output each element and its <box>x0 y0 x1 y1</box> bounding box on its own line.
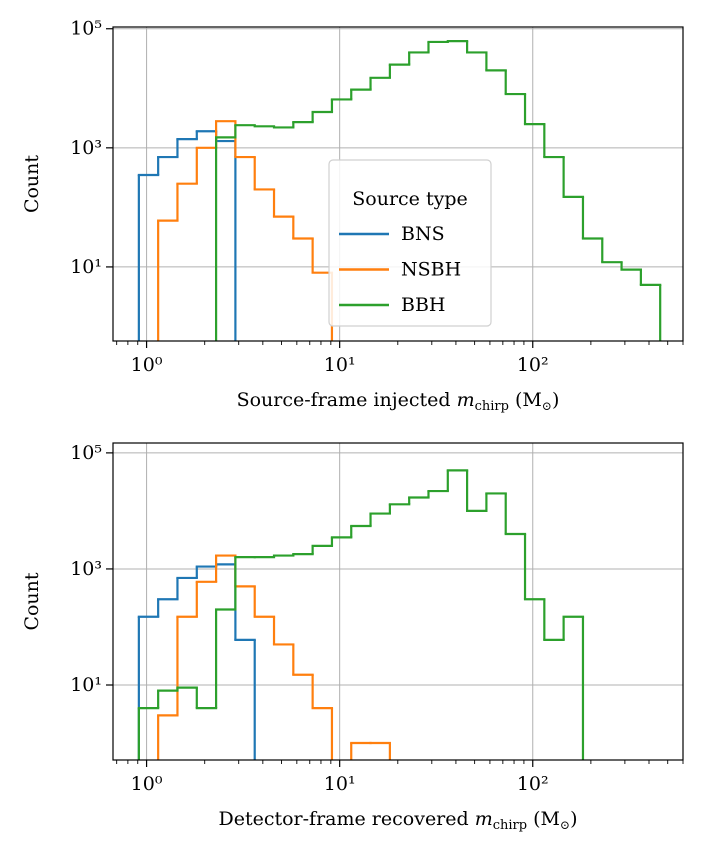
x-axis-label-part: Detector-frame recovered <box>218 808 474 830</box>
x-axis-label: Source-frame injected mchirp (M⊙) <box>237 389 560 414</box>
x-tick-label: 10² <box>517 773 549 795</box>
x-axis-label-part: chirp <box>475 399 509 414</box>
histogram-series <box>157 554 391 760</box>
legend-title: Source type <box>352 188 467 210</box>
y-tick-label: 10⁵ <box>70 18 102 40</box>
legend-label: NSBH <box>401 259 461 281</box>
axes-frame <box>112 26 684 342</box>
x-axis-label-part: (M <box>527 808 560 830</box>
histogram-series <box>157 120 334 341</box>
plot-area <box>137 40 662 341</box>
legend-label: BNS <box>401 223 445 245</box>
x-axis-label-part: m <box>475 808 493 830</box>
x-tick-label: 10⁰ <box>131 773 163 795</box>
x-axis-label: Detector-frame recovered mchirp (M⊙) <box>218 808 577 833</box>
x-axis-label-part: ) <box>570 808 577 830</box>
x-tick-label: 10¹ <box>324 773 356 795</box>
y-tick-label: 10¹ <box>70 256 102 278</box>
x-axis-label-part: ) <box>552 389 559 411</box>
x-axis-label-part: ⊙ <box>560 818 570 832</box>
plot-area <box>137 469 585 760</box>
x-tick-label: 10⁰ <box>131 354 163 376</box>
y-tick-label: 10³ <box>70 558 102 580</box>
x-axis-label-part: ⊙ <box>542 399 552 413</box>
x-axis-label-part: chirp <box>493 818 527 833</box>
x-tick-label: 10² <box>517 354 549 376</box>
x-axis-label-part: (M <box>509 389 542 411</box>
histogram-series <box>214 40 662 341</box>
x-axis-label-part: m <box>457 389 475 411</box>
y-axis-label: Count <box>21 155 43 213</box>
histogram-series <box>137 469 585 760</box>
y-axis-label: Count <box>21 572 43 630</box>
y-tick-label: 10¹ <box>70 674 102 696</box>
legend-box <box>328 159 492 327</box>
axes-frame <box>112 442 684 761</box>
x-axis-label-part: Source-frame injected <box>237 389 457 411</box>
x-tick-label: 10¹ <box>324 354 356 376</box>
histogram-series <box>137 130 237 341</box>
y-tick-label: 10⁵ <box>70 442 102 464</box>
y-tick-label: 10³ <box>70 137 102 159</box>
legend-label: BBH <box>401 294 446 316</box>
